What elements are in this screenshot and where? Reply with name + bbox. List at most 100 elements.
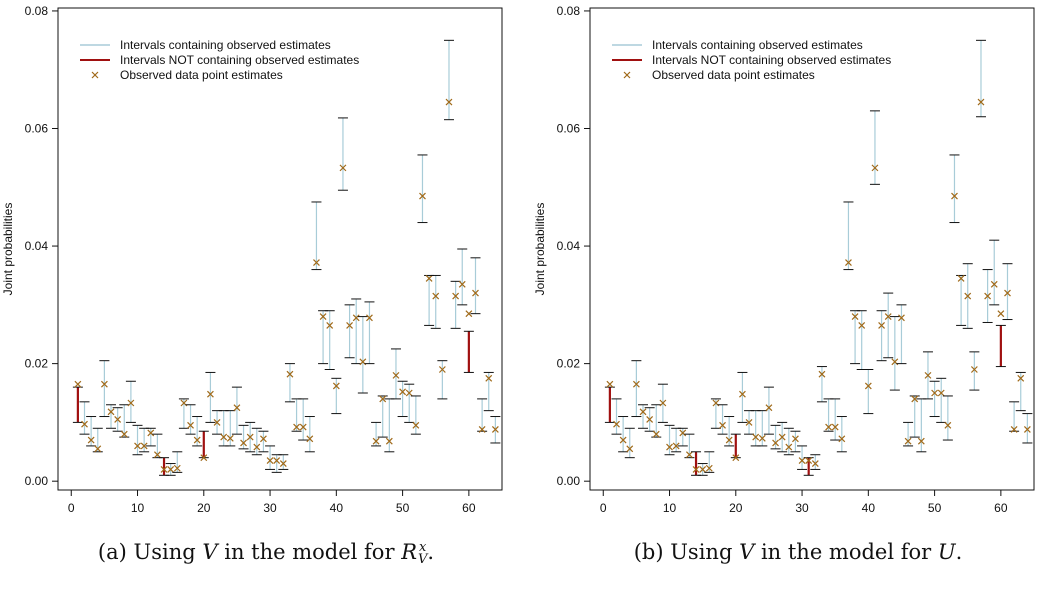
point-stroke [240,439,247,447]
point-stroke [359,358,367,366]
x-tick-label: 60 [994,501,1008,515]
interval-containing [704,451,715,473]
data-point [405,389,413,397]
data-point [127,399,135,407]
interval-containing [245,421,256,453]
data-point [851,313,859,321]
point-stroke [127,399,135,407]
interval-containing [298,398,309,441]
data-point [379,395,387,403]
data-point [652,430,660,438]
point-stroke [964,292,972,300]
interval-containing [1002,263,1013,321]
point-stroke [818,370,826,378]
point-stroke [891,358,899,366]
data-point [964,292,972,300]
point-stroke [871,164,879,172]
interval-containing [443,39,454,121]
data-point [432,292,440,300]
y-tick-label: 0.00 [557,474,581,488]
point-stroke [977,98,985,106]
data-point [990,280,998,288]
point-stroke [452,292,460,300]
panel-b: 0.000.020.040.060.080102030405060IndexJo… [532,0,1064,590]
point-stroke [884,313,892,321]
point-stroke [279,460,287,467]
data-point [193,436,201,444]
data-point [977,98,985,106]
interval-not-containing [730,433,741,462]
point-stroke [226,434,234,442]
interval-containing [165,463,176,476]
interval-containing [657,383,668,423]
data-point [838,435,846,443]
y-tick-label: 0.06 [557,122,581,136]
point-stroke [81,420,88,428]
point-stroke [392,371,400,379]
x-tick-label: 50 [928,501,942,515]
point-stroke [167,466,175,473]
point-stroke [864,382,872,390]
point-stroke [326,321,334,329]
interval-containing [424,274,435,326]
data-point [187,421,194,429]
point-stroke [147,429,155,437]
data-point [951,192,958,200]
interval-containing [664,424,675,456]
data-point [745,418,753,426]
data-point [626,445,634,453]
caption-mid: in the model for [760,540,932,564]
point-stroke [412,421,420,429]
interval-containing [790,430,801,453]
point-stroke [785,443,793,451]
interval-containing [205,371,216,423]
interval-containing [397,380,408,418]
point-stroke [845,259,852,266]
data-point [385,437,393,445]
point-stroke [458,280,466,288]
data-point [299,423,307,431]
interval-containing [777,421,788,453]
point-stroke [419,192,426,200]
interval-containing [697,463,708,476]
data-point [1017,374,1025,382]
caption-var: V [739,540,755,564]
plot-frame [57,7,503,491]
data-point [213,418,221,426]
point-stroke [319,313,327,321]
point-stroke [180,399,188,407]
point-stroke [851,313,859,321]
data-point [798,457,806,465]
point-stroke [134,442,141,450]
point-stroke [273,457,281,465]
data-point [864,382,872,390]
point-stroke [425,274,433,282]
data-point [366,314,373,322]
interval-containing [770,424,781,450]
data-point [399,388,407,396]
data-point [858,321,866,329]
data-point [253,443,261,451]
data-point [752,433,760,441]
caption-var: V [202,540,218,564]
data-point [107,408,115,416]
data-point [273,457,281,465]
data-point [997,310,1005,318]
interval-not-containing [995,310,1006,368]
interval-containing [258,430,269,453]
point-stroke [107,408,115,416]
point-stroke [160,466,168,473]
point-stroke [957,274,965,282]
interval-containing [225,410,236,447]
data-point [785,443,793,451]
interval-containing [337,117,348,191]
interval-containing [470,257,481,315]
data-point [240,439,247,447]
x-tick-label: 0 [600,501,607,515]
y-tick-label: 0.04 [25,239,49,253]
data-point [173,464,181,472]
interval-containing [677,427,688,447]
point-stroke [745,418,753,426]
